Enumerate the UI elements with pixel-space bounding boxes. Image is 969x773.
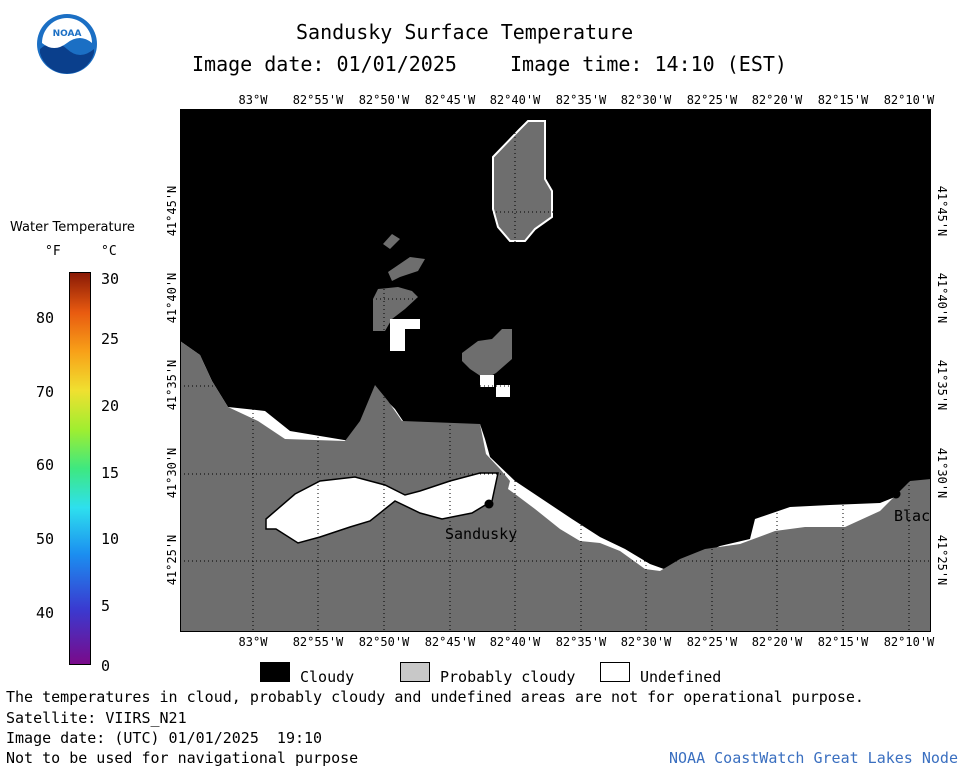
lat-label-right: 41°40'N	[935, 272, 949, 324]
lon-label-bottom: 82°10'W	[883, 635, 935, 649]
lat-label-left: 41°25'N	[165, 534, 179, 586]
noaa-logo: NOAA	[36, 13, 98, 75]
lon-label-top: 82°35'W	[555, 93, 607, 107]
island-north	[492, 120, 553, 242]
lat-label-right: 41°45'N	[935, 185, 949, 237]
celsius-tick: 0	[101, 657, 111, 675]
lon-label-top: 82°30'W	[620, 93, 672, 107]
lon-label-bottom: 82°50'W	[358, 635, 410, 649]
map-frame: Sandusky Blac	[180, 109, 931, 632]
blac-label: Blac	[894, 507, 931, 525]
islet-white-3	[480, 375, 494, 387]
celsius-tick: 20	[101, 397, 120, 415]
image-date: Image date: 01/01/2025	[192, 52, 457, 76]
satellite-text: Satellite: VIIRS_N21	[6, 709, 187, 727]
blac-marker	[891, 489, 901, 499]
bay-undefined	[265, 472, 499, 544]
islet-white-2	[390, 329, 405, 351]
lat-label-left: 41°45'N	[165, 185, 179, 237]
lat-label-right: 41°30'N	[935, 447, 949, 499]
sandusky-label: Sandusky	[445, 525, 518, 543]
image-time: Image time: 14:10 (EST)	[510, 52, 787, 76]
celsius-tick: 5	[101, 597, 111, 615]
legend-swatch-cloudy	[260, 662, 290, 682]
islet-white-4	[496, 385, 510, 397]
utc-date-text: Image date: (UTC) 01/01/2025 19:10	[6, 729, 323, 747]
lon-label-top: 83°W	[238, 93, 268, 107]
unit-celsius: °C	[101, 244, 117, 259]
page-title: Sandusky Surface Temperature	[296, 20, 634, 44]
celsius-tick: 30	[101, 270, 120, 288]
lon-label-top: 82°50'W	[358, 93, 410, 107]
lon-label-bottom: 82°20'W	[751, 635, 803, 649]
colorbar-title: Water Temperature	[10, 220, 135, 235]
credit-text: NOAA CoastWatch Great Lakes Node	[669, 749, 958, 767]
lon-label-top: 82°15'W	[817, 93, 869, 107]
legend-swatch-probably-cloudy	[400, 662, 430, 682]
celsius-tick: 10	[101, 530, 120, 548]
fahrenheit-tick: 40	[36, 604, 55, 622]
fahrenheit-tick: 80	[36, 309, 55, 327]
lat-label-left: 41°30'N	[165, 447, 179, 499]
unit-fahrenheit: °F	[45, 244, 61, 259]
fahrenheit-tick: 50	[36, 530, 55, 548]
lon-label-bottom: 83°W	[238, 635, 268, 649]
islet-white	[390, 319, 420, 329]
sandusky-marker	[484, 499, 494, 509]
lon-label-top: 82°20'W	[751, 93, 803, 107]
legend-cloudy: Cloudy	[300, 668, 355, 686]
lon-label-top: 82°10'W	[883, 93, 935, 107]
lon-label-bottom: 82°15'W	[817, 635, 869, 649]
lon-label-bottom: 82°55'W	[292, 635, 344, 649]
fahrenheit-tick: 60	[36, 456, 55, 474]
temperature-colorbar	[69, 272, 91, 665]
land-probably-cloudy	[180, 341, 931, 632]
lon-label-top: 82°25'W	[686, 93, 738, 107]
lat-label-right: 41°25'N	[935, 534, 949, 586]
map-border	[180, 109, 931, 632]
kelleys-island	[462, 329, 512, 379]
lat-label-left: 41°35'N	[165, 359, 179, 411]
lon-label-bottom: 82°25'W	[686, 635, 738, 649]
disclaimer-text: The temperatures in cloud, probably clou…	[6, 688, 864, 706]
lon-label-top: 82°45'W	[424, 93, 476, 107]
lon-label-bottom: 82°45'W	[424, 635, 476, 649]
navigation-warning: Not to be used for navigational purpose	[6, 749, 359, 767]
legend-swatch-undefined	[600, 662, 630, 682]
logo-text: NOAA	[52, 29, 82, 39]
lon-label-top: 82°40'W	[489, 93, 541, 107]
legend-undefined: Undefined	[640, 668, 722, 686]
celsius-tick: 25	[101, 330, 120, 348]
lon-label-top: 82°55'W	[292, 93, 344, 107]
lon-label-bottom: 82°35'W	[555, 635, 607, 649]
fahrenheit-tick: 70	[36, 383, 55, 401]
legend-probably-cloudy: Probably cloudy	[440, 668, 576, 686]
lat-label-left: 41°40'N	[165, 272, 179, 324]
celsius-tick: 15	[101, 464, 120, 482]
lon-label-bottom: 82°40'W	[489, 635, 541, 649]
island-small	[388, 257, 425, 281]
lat-label-right: 41°35'N	[935, 359, 949, 411]
island-tiny	[383, 234, 400, 249]
lon-label-bottom: 82°30'W	[620, 635, 672, 649]
